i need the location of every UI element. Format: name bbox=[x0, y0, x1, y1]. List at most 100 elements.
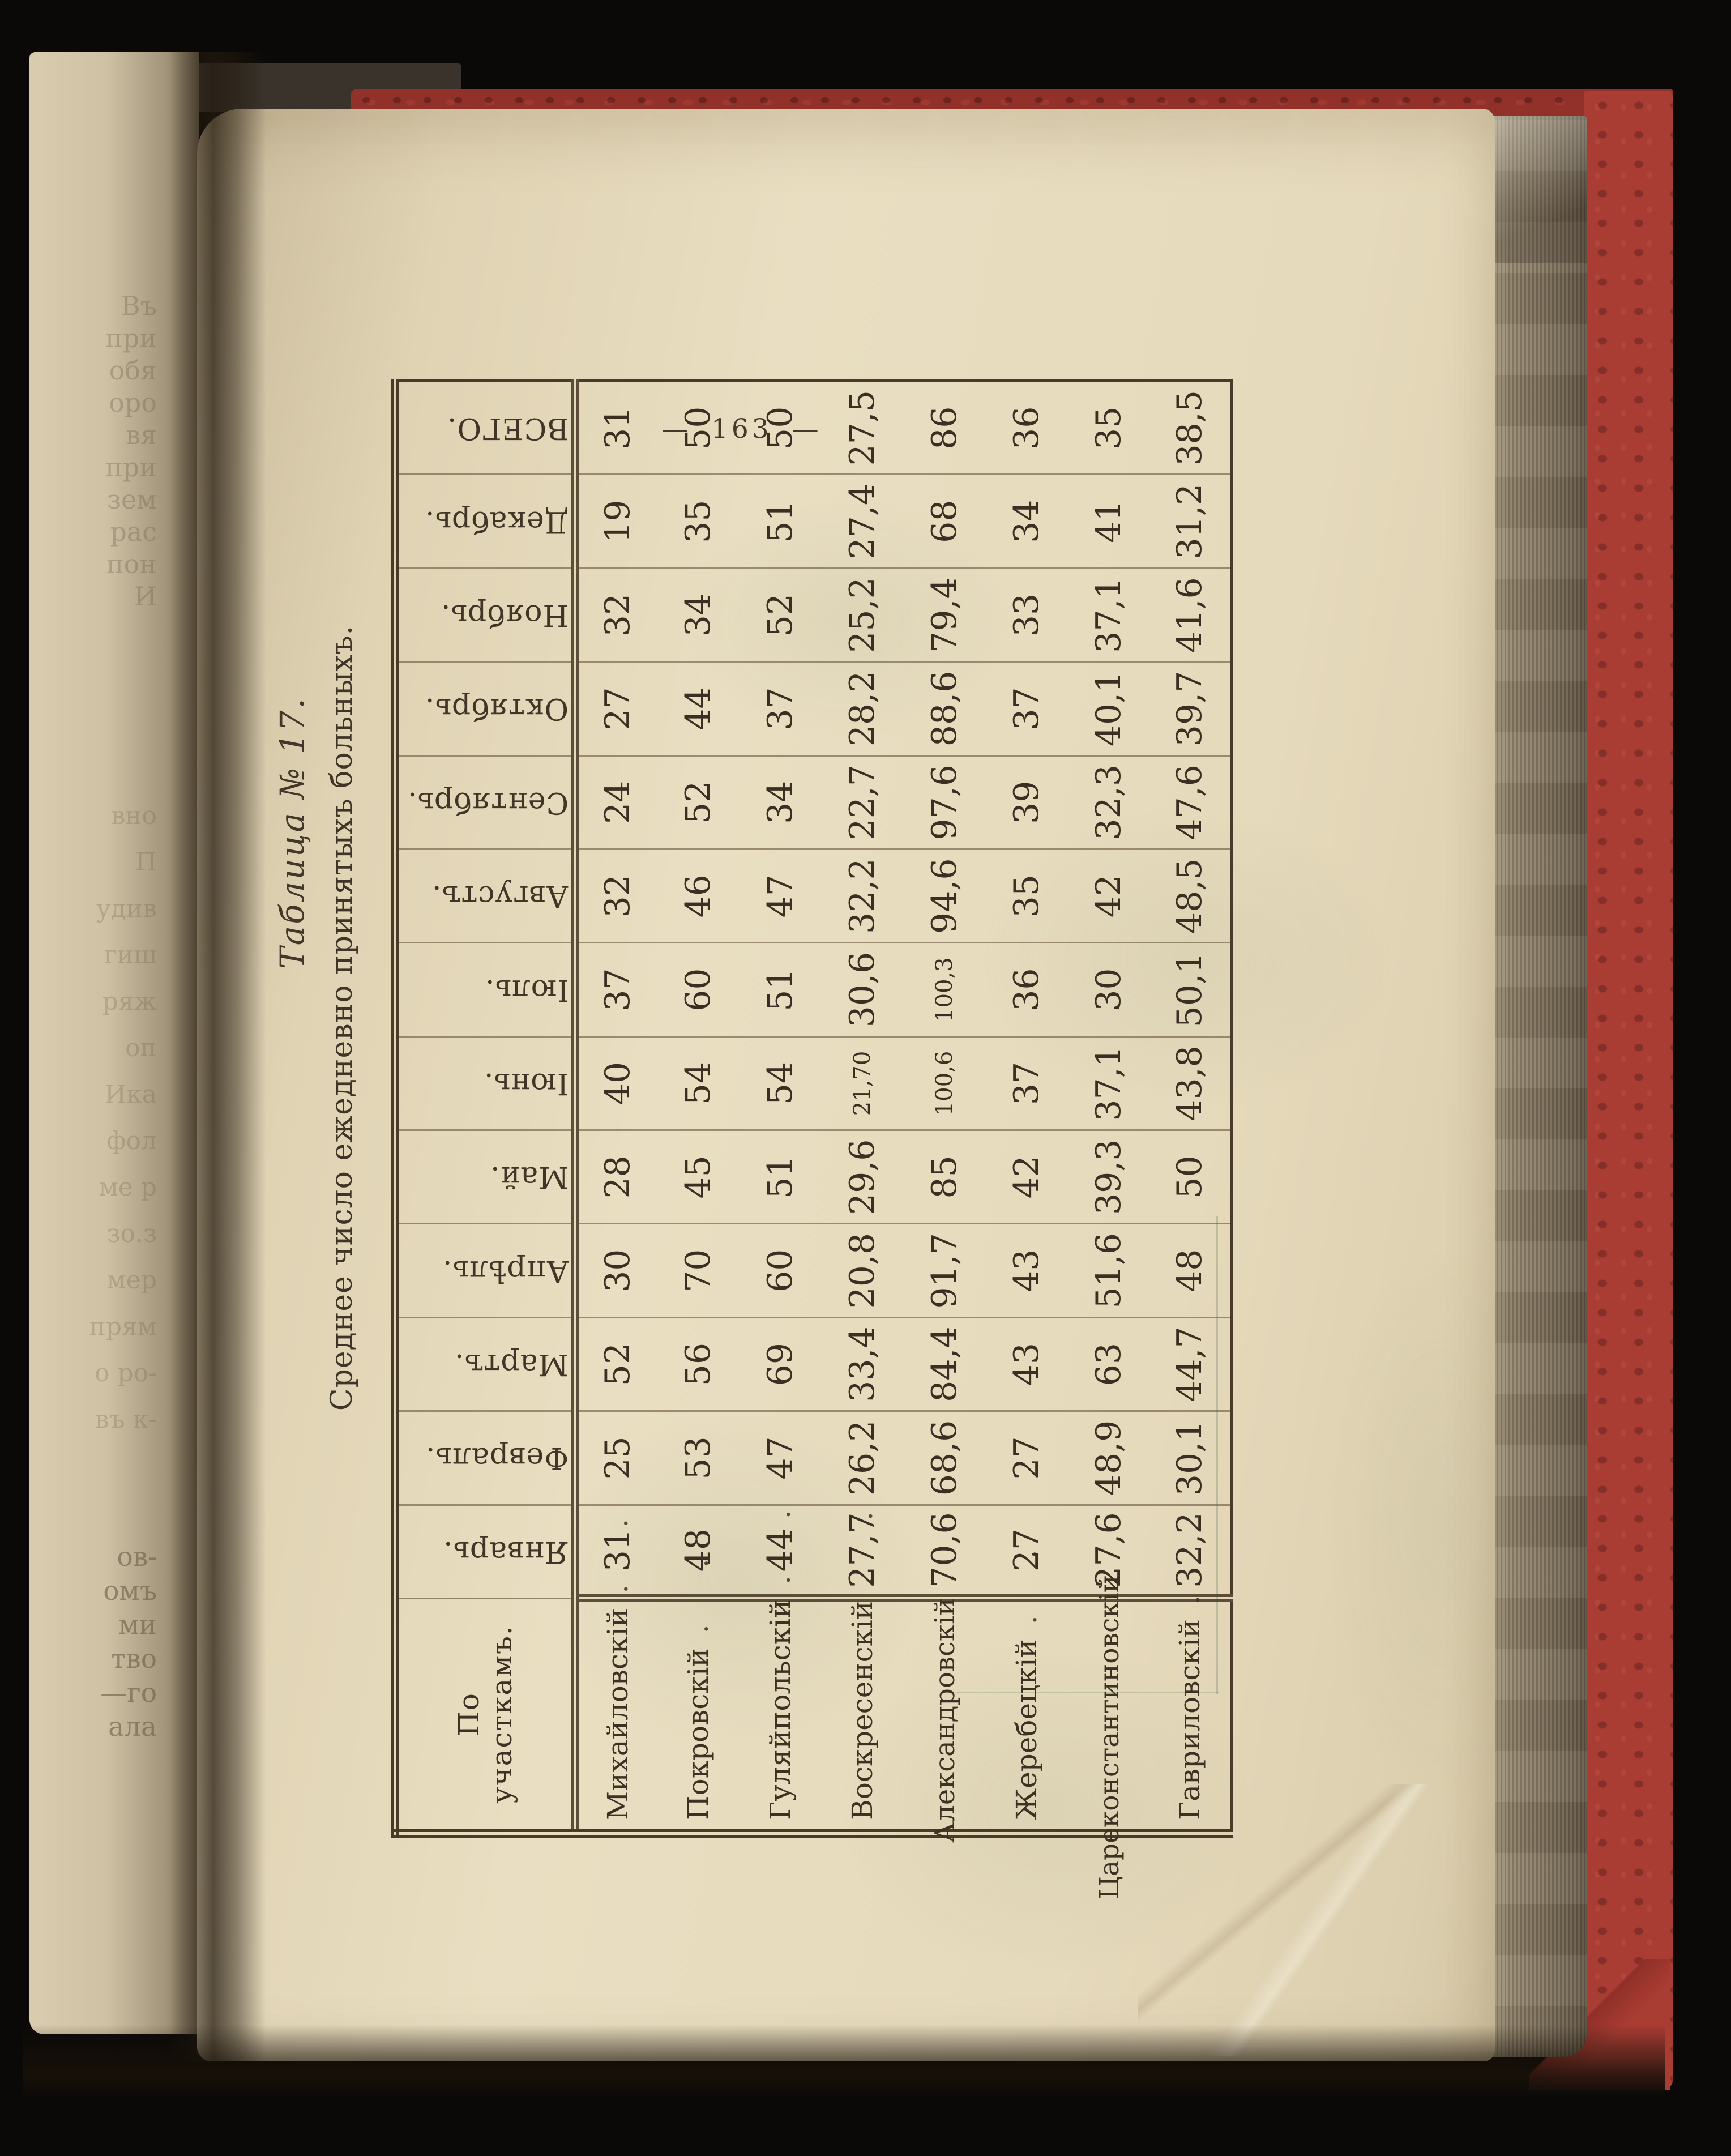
value-cell: 27,4 bbox=[821, 475, 904, 569]
value-cell: 34 bbox=[657, 568, 740, 662]
adjacent-page-fragment: удив bbox=[96, 894, 157, 923]
value-cell: 42 bbox=[985, 1130, 1068, 1224]
value-cell: 50 bbox=[739, 381, 822, 475]
adjacent-page-fragment: ов- bbox=[117, 1542, 157, 1573]
adjacent-page-fragment: гиш bbox=[104, 941, 157, 970]
value-cell: 36 bbox=[985, 942, 1068, 1037]
table-row: Гуляйпольскій. . 44 47 69 60 51 54 51 47 34 37 52 51… bbox=[739, 381, 822, 1834]
table-row: Жеребецкій. . 27 27 43 43 42 37 36 35 39 37 33 34 36 bbox=[985, 381, 1068, 1834]
value-cell: 60 bbox=[739, 1224, 822, 1318]
table-subtitle: Среднее число ежедневно принятыхъ больны… bbox=[325, 625, 359, 1411]
district-name: Гуляйпольскій bbox=[763, 1599, 797, 1820]
month-header: Май. bbox=[395, 1130, 575, 1224]
adjacent-page-fragment: рас bbox=[110, 516, 157, 547]
district-cell: Михайловскій . . bbox=[575, 1495, 657, 1834]
value-cell: 40 bbox=[575, 1036, 657, 1130]
table-caption: Таблица № 17. bbox=[273, 697, 311, 969]
table-row: Воскресенскій. . 27,7 26,2 33,4 20,8 29,6 21,7… bbox=[821, 381, 904, 1834]
value-cell: 19 bbox=[575, 475, 657, 569]
value-cell: 84,4 bbox=[903, 1317, 986, 1411]
value-cell: 45 bbox=[657, 1130, 740, 1224]
value-cell: 30 bbox=[1067, 942, 1150, 1037]
value-cell: 22,7 bbox=[821, 755, 904, 849]
value-cell: 51 bbox=[739, 475, 822, 569]
value-cell: 35 bbox=[657, 475, 740, 569]
table-row: Михайловскій. . 31 25 52 30 28 40 37 32 24 27 32 19 3… bbox=[575, 381, 657, 1834]
value-cell: 43 bbox=[985, 1224, 1068, 1318]
month-header-label: Іюль. bbox=[484, 972, 569, 1007]
adjacent-page-fragment: —го bbox=[100, 1677, 157, 1709]
book-cover-right bbox=[1584, 91, 1673, 2089]
adjacent-page-fragment: прям bbox=[89, 1312, 157, 1341]
value-cell: 100,6 bbox=[903, 1036, 986, 1130]
value-cell: 51,6 bbox=[1067, 1224, 1150, 1318]
value-cell: 70 bbox=[657, 1224, 740, 1318]
district-cell: Гавриловскій. bbox=[1149, 1572, 1232, 1834]
month-header-label: Февраль. bbox=[425, 1441, 569, 1475]
value-cell: 20,8 bbox=[821, 1224, 904, 1318]
district-cell: Воскресенскій . . bbox=[821, 1488, 904, 1834]
district-cell: Цареконстантиновскій bbox=[1067, 1575, 1150, 1899]
value-cell: 21,70 bbox=[821, 1036, 904, 1130]
month-header: Іюнь. bbox=[395, 1036, 575, 1130]
value-cell: 41,6 bbox=[1149, 568, 1232, 662]
district-name: Воскресенскій bbox=[845, 1600, 879, 1820]
value-cell: 88,6 bbox=[903, 661, 986, 756]
value-cell: 68,6 bbox=[903, 1411, 986, 1505]
month-header-label: Январь. bbox=[443, 1534, 569, 1569]
value-cell: 29,6 bbox=[821, 1130, 904, 1224]
value-cell: 25 bbox=[575, 1411, 657, 1505]
value-cell: 33 bbox=[985, 568, 1068, 662]
value-cell: 86 bbox=[903, 381, 986, 475]
book-page: — 163 — Таблица № 17. Среднее число ежед… bbox=[197, 109, 1495, 2061]
adjacent-page-fragment: Въ bbox=[121, 291, 157, 321]
value-cell: 60 bbox=[657, 942, 740, 1037]
adjacent-page-fragment: ми bbox=[118, 1609, 157, 1641]
value-cell: 85 bbox=[903, 1130, 986, 1224]
adjacent-page-fragment: при bbox=[105, 452, 157, 483]
adjacent-page-fragment: омъ bbox=[103, 1576, 157, 1607]
value-cell: 34 bbox=[739, 755, 822, 849]
district-name: Цареконстантиновскій bbox=[1093, 1574, 1125, 1899]
district-name: Гавриловскій bbox=[1173, 1619, 1207, 1820]
month-header-label: Май. bbox=[489, 1160, 569, 1194]
value-cell: 63 bbox=[1067, 1317, 1150, 1411]
adjacent-page-fragment: тво bbox=[111, 1643, 157, 1675]
adjacent-page-fragment: вно bbox=[111, 801, 157, 830]
value-cell: 30,1 bbox=[1149, 1411, 1232, 1505]
value-cell: 52 bbox=[575, 1317, 657, 1411]
adjacent-page-fragment: ала bbox=[108, 1711, 157, 1743]
dot-leader: . . bbox=[763, 1486, 797, 1585]
table-head: По участкамъ. Январь. Февраль. Мартъ. Апрѣль… bbox=[395, 381, 575, 1834]
value-cell: 31,2 bbox=[1149, 475, 1232, 569]
bleed-through-line-horizontal bbox=[956, 1692, 1219, 1693]
value-cell: 27 bbox=[575, 661, 657, 756]
adjacent-page-fragment: ме р bbox=[99, 1173, 157, 1202]
value-cell: 53 bbox=[657, 1411, 740, 1505]
dot-leader: . bbox=[928, 1549, 961, 1583]
value-cell: 33,4 bbox=[821, 1317, 904, 1411]
district-cell: Покровскій . . bbox=[657, 1535, 740, 1834]
value-cell: 37 bbox=[739, 661, 822, 756]
table-row: Александровскій. 70,6 68,6 84,4 91,7 85 100,6 1… bbox=[903, 381, 986, 1843]
value-cell: 50,1 bbox=[1149, 942, 1232, 1037]
value-cell: 31 bbox=[575, 381, 657, 475]
value-cell: 35 bbox=[985, 849, 1068, 943]
month-header: Октябрь. bbox=[395, 661, 575, 756]
dot-leader: . bbox=[1173, 1572, 1207, 1605]
value-cell: 37 bbox=[985, 1036, 1068, 1130]
value-cell: 28,2 bbox=[821, 661, 904, 756]
value-cell: 48,9 bbox=[1067, 1411, 1150, 1505]
value-cell: 40,1 bbox=[1067, 661, 1150, 756]
district-name: Александровскій bbox=[929, 1597, 961, 1843]
value-cell: 46 bbox=[657, 849, 740, 943]
value-cell: 24 bbox=[575, 755, 657, 849]
month-header-label: Октябрь. bbox=[425, 691, 569, 726]
value-cell: 39,3 bbox=[1067, 1130, 1150, 1224]
value-cell: 37,1 bbox=[1067, 568, 1150, 662]
value-cell: 91,7 bbox=[903, 1224, 986, 1318]
value-cell: 69 bbox=[739, 1317, 822, 1411]
month-header: Мартъ. bbox=[395, 1317, 575, 1411]
value-cell: 32 bbox=[575, 568, 657, 662]
